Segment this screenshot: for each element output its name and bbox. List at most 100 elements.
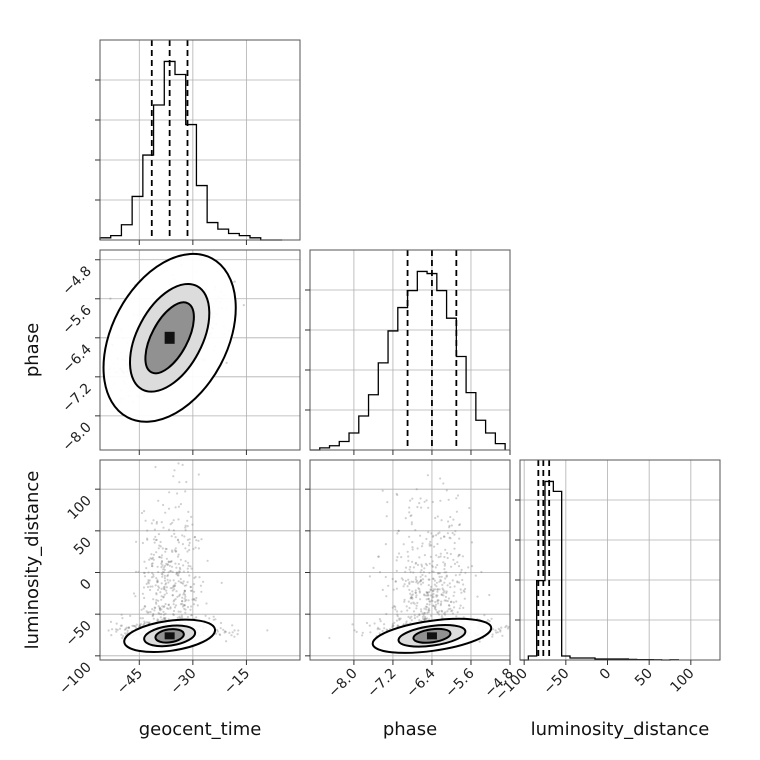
pair-geocent-time-vs-luminosity-distance-sample-point (185, 584, 188, 587)
pair-phase-vs-luminosity-distance-sample-point (433, 606, 437, 609)
pair-phase-vs-luminosity-distance-sample-point (458, 523, 462, 526)
pair-geocent-time-vs-luminosity-distance-sample-point (200, 538, 203, 541)
pair-geocent-time-vs-luminosity-distance-sample-point (193, 535, 197, 539)
pair-geocent-time-vs-luminosity-distance-sample-point (161, 618, 164, 621)
pair-geocent-time-vs-luminosity-distance-sample-point (144, 519, 147, 522)
pair-geocent-time-vs-phase-frame (99, 249, 301, 451)
pair-geocent-time-vs-luminosity-distance-sample-point (155, 551, 158, 554)
pair-geocent-time-vs-luminosity-distance-sample-point (127, 626, 130, 629)
pair-phase-vs-luminosity-distance-sample-point (438, 575, 441, 579)
pair-geocent-time-vs-luminosity-distance-sample-point (192, 597, 196, 601)
pair-geocent-time-vs-luminosity-distance-sample-point (157, 599, 160, 602)
pair-geocent-time-vs-luminosity-distance-sample-point (152, 598, 155, 601)
pair-phase-vs-luminosity-distance-sample-point (428, 578, 431, 581)
pair-geocent-time-vs-luminosity-distance-sample-point (160, 561, 164, 564)
pair-geocent-time-vs-luminosity-distance-sample-point (179, 610, 182, 613)
pair-geocent-time-vs-luminosity-distance-sample-point (146, 537, 149, 540)
pair-geocent-time-vs-luminosity-distance-sample-point (165, 562, 168, 566)
pair-phase-vs-luminosity-distance-sample-point (365, 621, 369, 625)
pair-geocent-time-vs-luminosity-distance-sample-point (148, 558, 151, 561)
pair-phase-vs-luminosity-distance-sample-point (425, 617, 428, 621)
pair-geocent-time-vs-luminosity-distance-sample-point (206, 559, 209, 562)
pair-phase-vs-luminosity-distance-sample-point (410, 615, 413, 618)
pair-geocent-time-vs-luminosity-distance-sample-point (150, 564, 153, 568)
pair-geocent-time-vs-luminosity-distance-sample-point (170, 560, 173, 563)
hist-luminosity-distance-xtick-label: 0 (597, 666, 615, 684)
pair-geocent-time-vs-luminosity-distance-sample-point (149, 557, 152, 560)
pair-phase-vs-luminosity-distance-sample-point (429, 594, 432, 597)
pair-geocent-time-vs-luminosity-distance-sample-point (176, 538, 180, 541)
pair-geocent-time-vs-luminosity-distance-sample-point (219, 633, 222, 637)
pair-geocent-time-vs-luminosity-distance-sample-point (190, 613, 194, 617)
pair-phase-vs-luminosity-distance-sample-point (426, 591, 429, 595)
pair-geocent-time-vs-luminosity-distance-sample-point (187, 561, 190, 564)
pair-geocent-time-vs-luminosity-distance-sample-point (184, 611, 187, 614)
pair-phase-vs-luminosity-distance-sample-point (458, 553, 461, 556)
pair-geocent-time-vs-luminosity-distance-sample-point (163, 585, 166, 589)
pair-geocent-time-vs-luminosity-distance-sample-point (195, 596, 198, 600)
pair-phase-vs-luminosity-distance-sample-point (391, 625, 394, 628)
pair-phase-vs-luminosity-distance-sample-point (411, 560, 414, 563)
pair-geocent-time-vs-luminosity-distance-sample-point (183, 604, 186, 607)
pair-phase-vs-luminosity-distance-sample-point (488, 620, 491, 623)
pair-geocent-time-vs-luminosity-distance-sample-point (124, 627, 127, 631)
pair-phase-vs-luminosity-distance-sample-point (412, 601, 415, 604)
pair-geocent-time-vs-luminosity-distance-sample-point (126, 632, 129, 635)
pair-phase-vs-luminosity-distance-sample-point (440, 593, 443, 596)
pair-phase-vs-luminosity-distance-sample-point (455, 497, 458, 500)
pair-phase-vs-luminosity-distance-sample-point (396, 493, 399, 497)
pair-phase-vs-luminosity-distance-sample-point (435, 594, 438, 597)
pair-geocent-time-vs-luminosity-distance-sample-point (155, 602, 158, 605)
pair-geocent-time-vs-luminosity-distance-sample-point (233, 635, 236, 638)
pair-geocent-time-vs-luminosity-distance-sample-point (163, 566, 166, 569)
pair-phase-vs-luminosity-distance-sample-point (378, 628, 381, 631)
pair-geocent-time-vs-luminosity-distance-sample-point (161, 575, 164, 578)
pair-geocent-time-vs-luminosity-distance-sample-point (176, 595, 179, 599)
pair-geocent-time-vs-luminosity-distance-sample-point (176, 539, 180, 542)
pair-phase-vs-luminosity-distance-sample-point (431, 565, 434, 569)
pair-geocent-time-vs-luminosity-distance-sample-point (150, 576, 154, 579)
pair-phase-vs-luminosity-distance-sample-point (427, 597, 430, 601)
pair-phase-vs-luminosity-distance-sample-point (428, 562, 431, 565)
pair-geocent-time-vs-luminosity-distance-sample-point (156, 580, 159, 583)
pair-geocent-time-vs-luminosity-distance-sample-point (192, 547, 195, 551)
pair-geocent-time-vs-luminosity-distance-sample-point (160, 608, 163, 611)
pair-phase-vs-luminosity-distance-sample-point (372, 566, 375, 570)
pair-geocent-time-vs-luminosity-distance-sample-point (150, 553, 153, 556)
pair-phase-vs-luminosity-distance-sample-point (408, 511, 411, 514)
pair-geocent-time-vs-luminosity-distance-sample-point (188, 541, 191, 545)
pair-geocent-time-vs-luminosity-distance-sample-point (155, 577, 158, 580)
pair-geocent-time-vs-luminosity-distance-sample-point (184, 547, 187, 550)
pair-phase-vs-luminosity-distance-sample-point (423, 593, 426, 596)
pair-geocent-time-vs-luminosity-distance-sample-point (172, 519, 175, 522)
pair-phase-vs-luminosity-distance-sample-point (444, 613, 447, 616)
pair-phase-vs-luminosity-distance-sample-point (470, 565, 474, 568)
pair-phase-vs-luminosity-distance-sample-point (447, 597, 450, 600)
pair-geocent-time-vs-luminosity-distance-sample-point (173, 606, 177, 609)
pair-geocent-time-vs-luminosity-distance-sample-point (233, 629, 236, 632)
pair-geocent-time-vs-luminosity-distance-sample-point (192, 603, 196, 606)
pair-geocent-time-vs-luminosity-distance-sample-point (162, 586, 165, 589)
pair-geocent-time-vs-luminosity-distance-sample-point (142, 623, 146, 626)
pair-phase-vs-luminosity-distance-sample-point (468, 506, 471, 510)
pair-geocent-time-vs-phase-sample-point (109, 297, 112, 300)
pair-geocent-time-vs-luminosity-distance-sample-point (158, 612, 161, 616)
pair-phase-vs-luminosity-distance-sample-point (439, 537, 442, 540)
pair-phase-vs-luminosity-distance-sample-point (403, 598, 406, 601)
pair-geocent-time-vs-luminosity-distance-sample-point (152, 538, 155, 541)
pair-geocent-time-vs-luminosity-distance-sample-point (178, 481, 181, 484)
pair-phase-vs-luminosity-distance-sample-point (416, 582, 419, 585)
pair-phase-vs-luminosity-distance-sample-point (436, 599, 439, 602)
pair-geocent-time-vs-luminosity-distance-sample-point (172, 529, 175, 532)
pair-geocent-time-vs-luminosity-distance-sample-point (157, 585, 160, 588)
pair-geocent-time-vs-luminosity-distance-sample-point (216, 628, 219, 632)
pair-geocent-time-vs-luminosity-distance-sample-point (155, 520, 158, 524)
pair-geocent-time-vs-luminosity-distance-sample-point (147, 582, 150, 585)
pair-geocent-time-vs-luminosity-distance-sample-point (155, 538, 158, 542)
pair-phase-vs-luminosity-distance-sample-point (425, 608, 428, 611)
pair-geocent-time-vs-luminosity-distance-sample-point (139, 617, 142, 620)
pair-geocent-time-vs-luminosity-distance-sample-point (139, 623, 143, 626)
pair-phase-vs-luminosity-distance-sample-point (423, 612, 426, 615)
pair-geocent-time-vs-luminosity-distance-sample-point (152, 614, 155, 617)
pair-geocent-time-vs-phase-density-peak (164, 331, 175, 344)
